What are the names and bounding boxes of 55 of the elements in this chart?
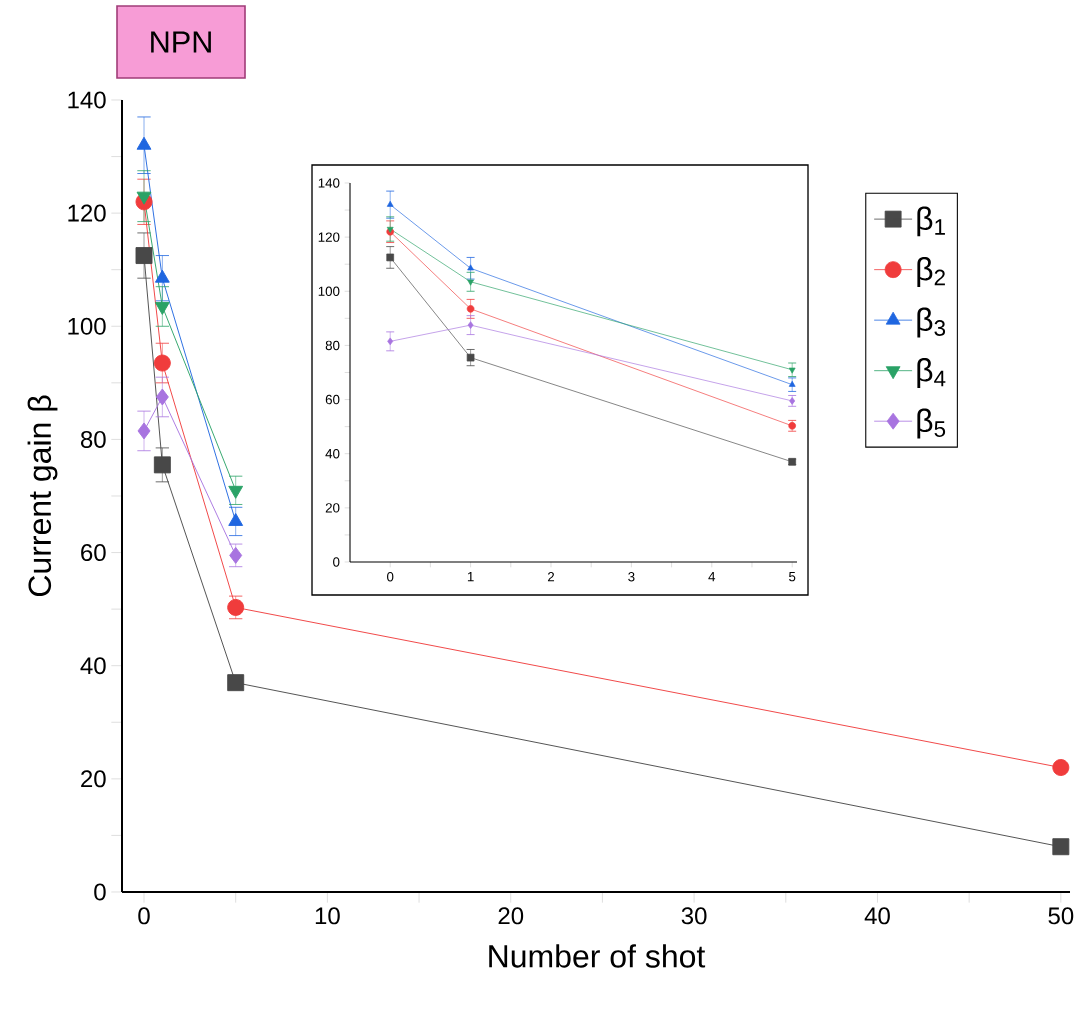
y-tick-label: 60 — [325, 394, 340, 405]
x-tick-label: 4 — [708, 572, 716, 582]
y-tick-label: 20 — [325, 503, 340, 513]
x-tick-label: 0 — [387, 572, 394, 582]
point — [227, 598, 245, 616]
legend-label: β$_{5}$ — [917, 408, 946, 439]
point — [386, 253, 395, 262]
point — [466, 305, 475, 313]
x-tick-label: 2 — [547, 572, 555, 582]
point — [227, 674, 245, 692]
y-axis-title: Current gain β — [27, 395, 58, 597]
legend-label: β$_{4}$ — [917, 358, 946, 388]
point — [135, 247, 153, 265]
legend-label: β$_{3}$ — [917, 307, 946, 338]
legend-label: β$_{1}$ — [917, 206, 945, 237]
point — [1052, 838, 1070, 856]
x-tick-label: 10 — [315, 907, 340, 925]
x-tick-label: 1 — [467, 572, 474, 582]
y-tick-label: 20 — [81, 770, 106, 788]
point — [386, 200, 394, 207]
y-tick-label: 120 — [68, 204, 106, 222]
legend-label: β$_{2}$ — [917, 257, 945, 287]
point — [137, 422, 151, 440]
point — [155, 388, 169, 406]
point — [228, 485, 244, 499]
point — [154, 302, 170, 315]
y-tick-label: 0 — [94, 883, 106, 901]
x-tick-label: 3 — [628, 572, 635, 582]
y-tick-label: 140 — [68, 91, 106, 109]
x-tick-label: 5 — [789, 572, 796, 582]
point — [136, 191, 152, 205]
point — [153, 354, 171, 372]
y-tick-label: 120 — [318, 232, 340, 242]
y-tick-label: 40 — [325, 448, 340, 459]
y-tick-label: 140 — [318, 178, 340, 188]
y-tick-label: 60 — [81, 544, 106, 562]
point — [153, 456, 171, 474]
y-tick-label: 40 — [80, 657, 106, 675]
y-tick-label: 80 — [80, 430, 106, 448]
y-tick-label: 0 — [333, 557, 340, 567]
x-axis-title: Number of shot — [489, 944, 706, 968]
x-tick-label: 50 — [1048, 907, 1074, 925]
y-tick-label: 100 — [68, 317, 106, 335]
point — [467, 321, 474, 329]
x-tick-label: 0 — [138, 907, 150, 925]
y-tick-label: 100 — [318, 286, 340, 296]
point — [466, 353, 475, 362]
x-tick-label: 40 — [864, 907, 890, 925]
point — [387, 337, 394, 346]
x-tick-label: 20 — [498, 907, 524, 925]
y-tick-label: 80 — [325, 340, 340, 351]
point — [467, 279, 474, 286]
x-tick-label: 30 — [681, 907, 707, 925]
point — [467, 264, 474, 271]
chart-title: NPN — [151, 31, 211, 53]
